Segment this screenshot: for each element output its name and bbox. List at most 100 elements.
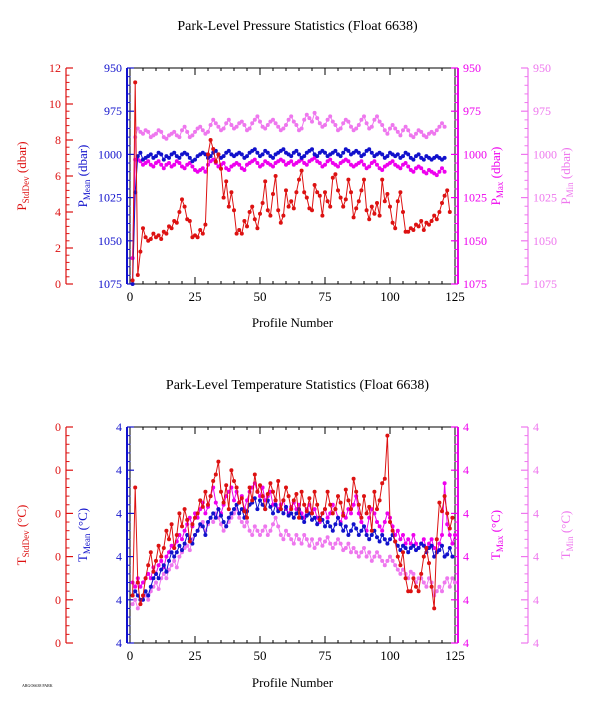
x-tick-label: 25 <box>189 648 202 663</box>
data-point-stddev <box>406 229 411 234</box>
data-point-mean <box>273 502 278 507</box>
data-point-min <box>317 537 322 542</box>
data-point-min <box>237 515 242 520</box>
series-line-stddev <box>132 82 451 281</box>
data-point-mean <box>341 528 346 533</box>
data-point-max <box>395 528 400 533</box>
data-point-stddev <box>362 177 366 182</box>
y-tick-label-max: 1075 <box>463 277 487 291</box>
data-point-min <box>336 537 340 542</box>
data-point-mean <box>312 515 317 520</box>
data-point-mean <box>385 154 390 159</box>
data-point-stddev <box>237 500 242 505</box>
data-point-max <box>312 507 317 512</box>
data-point-mean <box>151 576 156 581</box>
data-point-min <box>211 117 216 122</box>
data-point-min <box>411 135 416 140</box>
data-point-stddev <box>224 179 229 184</box>
data-point-stddev <box>268 213 273 218</box>
data-point-min <box>367 550 372 555</box>
data-point-mean <box>369 150 374 155</box>
data-point-mean <box>367 147 372 152</box>
data-point-min <box>440 121 444 126</box>
data-point-stddev <box>380 481 385 486</box>
data-point-max <box>419 166 424 171</box>
data-point-max <box>401 533 405 537</box>
data-point-stddev <box>333 172 338 177</box>
y-axis-label-max: PMax (dbar) <box>488 147 505 206</box>
y-tick-label-stddev: 0 <box>55 593 61 607</box>
data-point-stddev <box>151 569 156 574</box>
data-point-stddev <box>351 476 356 481</box>
data-point-min <box>185 129 190 134</box>
data-point-stddev <box>193 515 197 520</box>
data-point-stddev <box>375 507 379 512</box>
data-point-mean <box>364 533 369 537</box>
data-point-mean <box>323 150 327 155</box>
data-point-stddev <box>271 489 275 494</box>
data-point-min <box>273 121 278 126</box>
data-point-min <box>434 589 439 594</box>
data-point-stddev <box>198 228 203 232</box>
data-point-min <box>328 114 333 119</box>
data-point-stddev <box>369 528 374 533</box>
y-tick-label-max: 1025 <box>463 191 487 205</box>
data-point-mean <box>203 533 208 537</box>
data-point-mean <box>182 541 187 546</box>
data-point-min <box>330 119 335 124</box>
data-point-mean <box>255 507 260 512</box>
data-point-stddev <box>141 593 145 598</box>
data-point-mean <box>200 524 205 529</box>
data-point-stddev <box>437 500 442 505</box>
data-point-min <box>190 133 195 138</box>
data-point-stddev <box>356 199 361 204</box>
data-point-min <box>146 597 151 602</box>
data-point-min <box>323 123 327 127</box>
data-point-min <box>263 126 268 131</box>
data-point-min <box>338 126 343 131</box>
data-point-mean <box>354 526 359 531</box>
data-point-mean <box>271 511 275 516</box>
data-point-stddev <box>382 476 387 481</box>
data-point-mean <box>133 589 138 594</box>
data-point-max <box>133 584 138 589</box>
data-point-stddev <box>130 278 135 283</box>
data-point-stddev <box>284 485 288 490</box>
data-point-stddev <box>141 226 145 231</box>
data-point-mean <box>156 576 161 581</box>
data-point-max <box>182 166 187 171</box>
data-point-mean <box>315 522 320 527</box>
data-point-stddev <box>403 576 408 581</box>
data-point-stddev <box>174 533 179 537</box>
data-point-mean <box>221 154 226 159</box>
data-point-min <box>356 554 361 559</box>
data-point-mean <box>442 155 447 160</box>
data-point-stddev <box>427 561 431 566</box>
data-point-min <box>255 114 260 119</box>
data-point-mean <box>440 543 444 548</box>
data-point-mean <box>369 533 374 537</box>
data-point-stddev <box>354 206 359 211</box>
data-point-mean <box>406 152 411 157</box>
data-point-max <box>221 161 226 165</box>
data-point-min <box>307 116 312 121</box>
data-point-min <box>398 133 403 138</box>
data-point-min <box>362 114 366 119</box>
data-point-max <box>349 511 353 516</box>
data-point-mean <box>211 511 216 516</box>
y-tick-label-mean: 1025 <box>98 191 122 205</box>
data-point-max <box>146 159 151 164</box>
data-point-stddev <box>385 192 390 196</box>
data-point-mean <box>356 533 361 537</box>
data-point-min <box>447 584 452 589</box>
data-point-stddev <box>338 195 343 200</box>
data-point-stddev <box>382 199 387 204</box>
data-point-min <box>242 123 247 127</box>
data-point-mean <box>271 155 275 160</box>
data-point-mean <box>206 520 210 524</box>
plot-frame <box>129 67 456 285</box>
data-point-stddev <box>247 210 252 214</box>
data-point-max <box>406 537 411 542</box>
data-point-min <box>265 123 270 127</box>
data-point-min <box>130 602 135 607</box>
